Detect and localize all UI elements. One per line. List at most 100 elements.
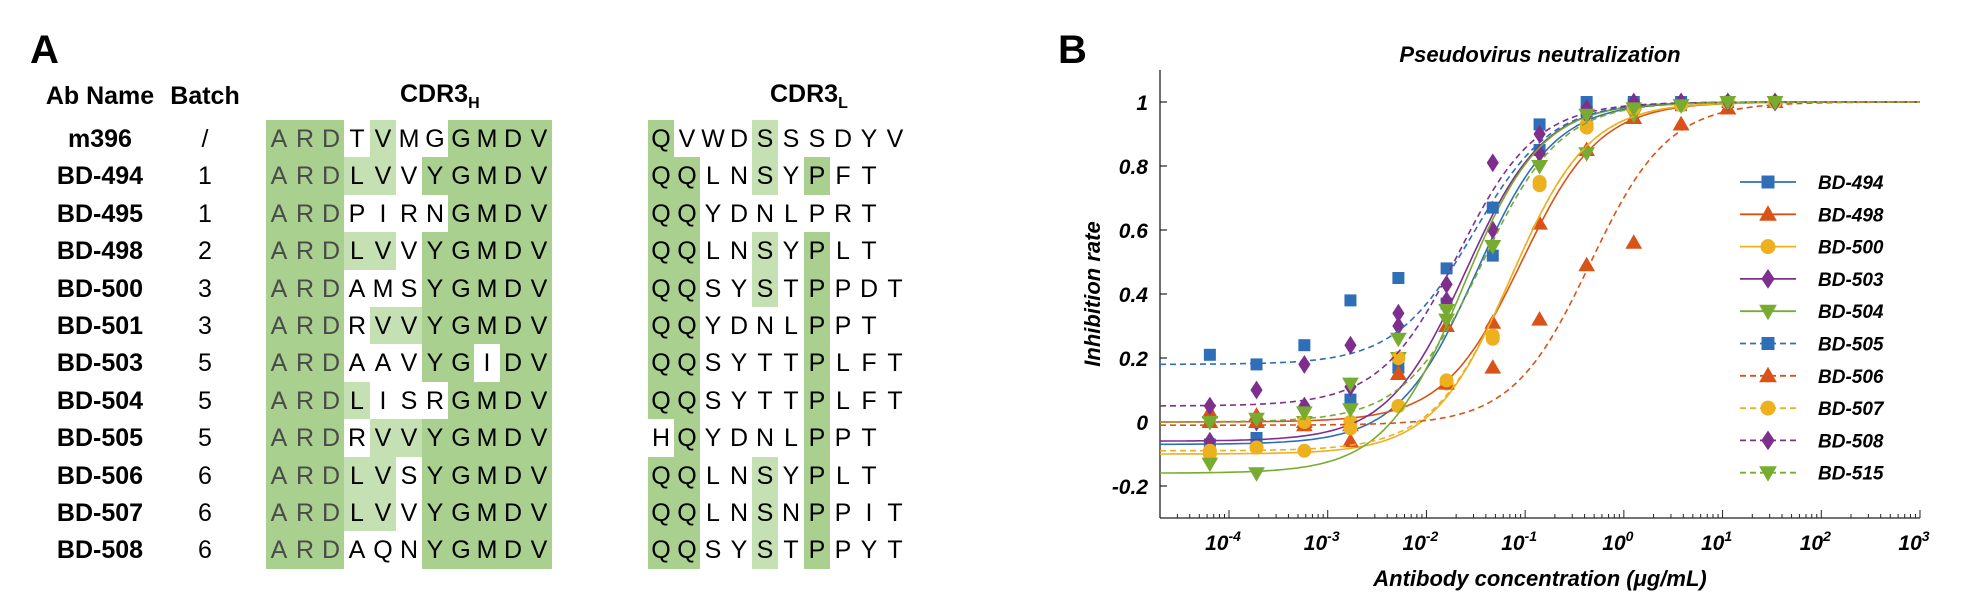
cdr3h-residue: S <box>396 381 422 420</box>
cdr3h-residue: R <box>292 194 318 233</box>
cdr3l-residue: N <box>752 307 778 345</box>
legend-label: BD-505 <box>1818 335 1884 356</box>
cdr3h-residue: D <box>318 456 344 495</box>
cdr3l-residue: Q <box>648 381 674 420</box>
cdr3h-residue: D <box>500 120 526 158</box>
cdr3l-residue: S <box>700 344 726 383</box>
data-point <box>1578 108 1596 124</box>
legend-marker <box>1759 304 1777 321</box>
data-point <box>1440 274 1453 294</box>
cdr3l-residue: Q <box>648 157 674 196</box>
cdr3h-residue: V <box>526 344 552 383</box>
cdr3h-residue: L <box>344 381 370 420</box>
cdr3h-residue: V <box>370 307 396 345</box>
cdr3l-residue: Q <box>648 194 674 233</box>
cdr3l-residue: P <box>830 531 856 570</box>
cdr3h-residue: V <box>526 381 552 420</box>
cdr3h-residue: R <box>344 419 370 458</box>
cdr3h-residue: G <box>448 194 474 233</box>
legend-label: BD-507 <box>1818 399 1885 420</box>
cdr3l-residue: D <box>830 120 856 158</box>
legend-marker <box>1761 268 1775 289</box>
cdr3l-residue: T <box>752 344 778 383</box>
batch-value: 3 <box>198 274 212 303</box>
alignment-row: BD-500 3 A R D A M S Y G M D V Q Q S Y S T P P D T <box>0 269 1040 308</box>
cdr3l-residue: S <box>752 269 778 308</box>
cdr3h-residue: A <box>266 381 292 420</box>
cdr3l-residue: Q <box>648 344 674 383</box>
cdr3l-residue: T <box>856 232 882 271</box>
cdr3l-residue: L <box>830 456 856 495</box>
cdr3l-residue: V <box>882 120 908 158</box>
cdr3h-residue: V <box>396 307 422 345</box>
cdr3h-residue: M <box>474 232 500 271</box>
cdr3l-residue: L <box>830 344 856 383</box>
cdr3h-subscript: H <box>468 95 480 112</box>
data-point <box>1202 443 1217 458</box>
cdr3l-residue: Q <box>674 232 700 271</box>
cdr3h-residue: V <box>526 194 552 233</box>
cdr3l-residue: Q <box>648 531 674 570</box>
cdr3l-residue: S <box>700 531 726 570</box>
cdr3h-residue: G <box>448 494 474 532</box>
data-point <box>1625 234 1643 249</box>
cdr3h-residue: A <box>344 531 370 570</box>
cdr3h-residue: N <box>422 194 448 233</box>
cdr3h-residue: M <box>396 120 422 158</box>
cdr3l-residue: N <box>726 232 752 271</box>
cdr3l-residue: S <box>752 494 778 532</box>
cdr3h-residue: M <box>474 456 500 495</box>
cdr3h-residue: Y <box>422 344 448 383</box>
cdr3l-residue: Y <box>700 194 726 233</box>
cdr3h-residue: M <box>474 120 500 158</box>
legend-entry: BD-507 <box>1740 399 1885 420</box>
data-point <box>1440 262 1453 275</box>
x-axis-label: Antibody concentration (μg/mL) <box>1372 566 1706 591</box>
cdr3l-residue: P <box>804 419 830 458</box>
cdr3h-residue: G <box>448 157 474 196</box>
data-point <box>1486 220 1499 240</box>
cdr3h-residue: V <box>526 419 552 458</box>
cdr3l-residue: T <box>856 194 882 233</box>
cdr3h-residue: R <box>292 419 318 458</box>
cdr3h-residue: D <box>500 494 526 532</box>
cdr3h-residue: V <box>526 157 552 196</box>
data-point <box>1298 339 1311 352</box>
antibody-name: BD-494 <box>56 162 144 191</box>
cdr3h-residue: G <box>448 456 474 495</box>
cdr3l-residue: S <box>752 456 778 495</box>
cdr3l-residue: T <box>882 269 908 308</box>
legend-entry: BD-504 <box>1740 302 1884 323</box>
cdr3l-residue: D <box>726 307 752 345</box>
cdr3h-residue: V <box>396 232 422 271</box>
cdr3l-residue: T <box>882 381 908 420</box>
data-point <box>1439 373 1454 388</box>
cdr3l-residue: P <box>804 456 830 495</box>
cdr3l-residue: S <box>778 120 804 158</box>
batch-value: 1 <box>198 162 212 191</box>
cdr3h-residue: G <box>448 120 474 158</box>
cdr3l-residue: F <box>830 157 856 196</box>
legend-entry: BD-503 <box>1740 268 1884 291</box>
cdr3l-residue: W <box>700 120 726 158</box>
cdr3h-residue: V <box>526 494 552 532</box>
alignment-row: BD-507 6 A R D L V V Y G M D V Q Q L N S N P P I T <box>0 494 1040 532</box>
antibody-name: BD-503 <box>56 349 144 378</box>
cdr3h-residue: Y <box>422 419 448 458</box>
cdr3h-residue: P <box>344 194 370 233</box>
data-point <box>1625 102 1643 117</box>
cdr3l-residue: T <box>882 494 908 532</box>
cdr3l-residue: P <box>804 307 830 345</box>
data-point <box>1438 304 1455 319</box>
cdr3l-residue: Y <box>778 157 804 196</box>
data-point <box>1486 153 1499 173</box>
cdr3h-residue: V <box>526 307 552 345</box>
cdr3l-residue: Q <box>674 381 700 420</box>
cdr3l-residue: T <box>778 344 804 383</box>
cdr3h-label: CDR3 <box>400 80 469 108</box>
cdr3h-residue: D <box>318 157 344 196</box>
cdr3h-residue: A <box>266 307 292 345</box>
cdr3h-residue: R <box>344 307 370 345</box>
cdr3h-residue: D <box>318 344 344 383</box>
data-point <box>1485 331 1500 346</box>
